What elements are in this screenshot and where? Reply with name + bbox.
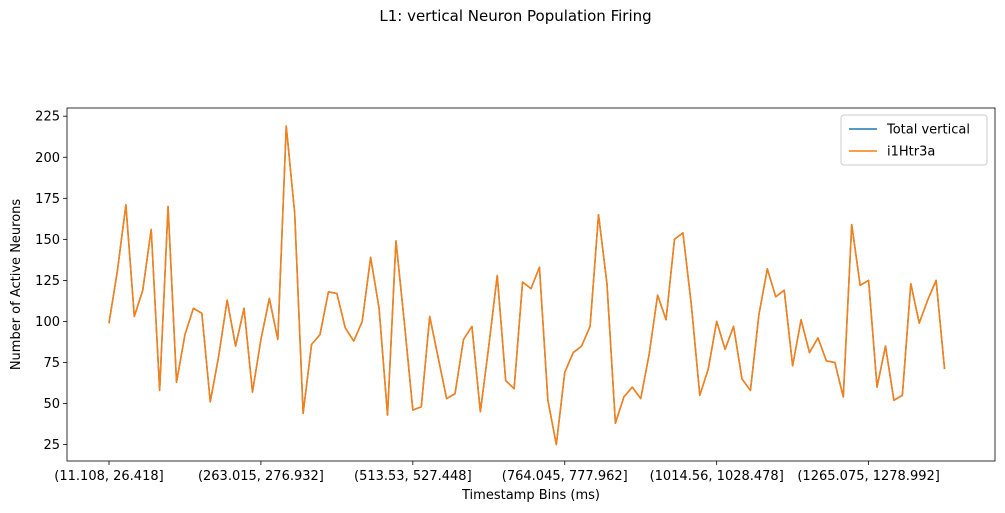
x-tick-label: (1265.075, 1278.992] xyxy=(797,469,939,484)
legend-label-1: i1Htr3a xyxy=(887,145,935,160)
x-tick-label: (263.015, 276.932] xyxy=(198,469,324,484)
axes-frame xyxy=(66,107,996,462)
legend-label-0: Total vertical xyxy=(886,123,970,138)
plot-area xyxy=(108,125,946,446)
legend: Total vertical i1Htr3a xyxy=(840,114,988,166)
y-tick-label: 150 xyxy=(35,233,60,248)
x-tick-label: (11.108, 26.418] xyxy=(54,469,163,484)
chart-title: L1: vertical Neuron Population Firing xyxy=(379,7,652,25)
x-tick-label: (513.53, 527.448] xyxy=(354,469,472,484)
x-tick-label: (1014.56, 1028.478] xyxy=(650,469,784,484)
y-tick-label: 175 xyxy=(35,192,60,207)
legend-box xyxy=(840,114,988,166)
x-axis-label: Timestamp Bins (ms) xyxy=(461,488,600,503)
y-tick-label: 125 xyxy=(35,274,60,289)
y-tick-label: 225 xyxy=(35,110,60,125)
series-line-1 xyxy=(108,125,946,446)
y-tick-label: 25 xyxy=(43,438,60,453)
y-tick-label: 200 xyxy=(35,151,60,166)
axes: 25 50 75 100 125 150 175 200 225 (11.108, 26.418]… xyxy=(9,107,996,503)
y-axis-label: Number of Active Neurons xyxy=(9,199,24,371)
y-tick-label: 100 xyxy=(35,315,60,330)
y-tick-label: 75 xyxy=(43,356,60,371)
x-tick-label: (764.045, 777.962] xyxy=(502,469,628,484)
y-tick-label: 50 xyxy=(43,397,60,412)
